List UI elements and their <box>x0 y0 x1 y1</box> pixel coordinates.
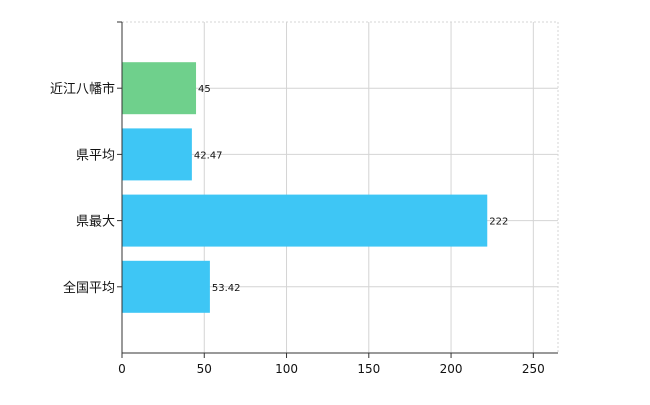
data-label: 42.47 <box>194 150 223 161</box>
y-tick-label: 全国平均 <box>63 280 115 296</box>
x-tick-label: 0 <box>118 362 126 376</box>
data-label: 222 <box>489 217 508 228</box>
data-label: 45 <box>198 84 211 95</box>
bar-layer <box>122 62 488 313</box>
data-label: 53.42 <box>212 283 241 294</box>
x-tick-label: 50 <box>197 362 212 376</box>
x-tick-label: 150 <box>357 362 380 376</box>
x-tick-label: 100 <box>275 362 298 376</box>
x-tick-label: 250 <box>522 362 545 376</box>
x-tick-label: 200 <box>440 362 463 376</box>
y-tick-label: 近江八幡市 <box>50 81 115 97</box>
y-tick-label: 県平均 <box>76 148 115 163</box>
y-tick-label: 県最大 <box>76 215 115 230</box>
bar <box>122 194 488 247</box>
bar <box>122 260 210 313</box>
axis-layer <box>117 21 558 358</box>
bar <box>122 62 197 115</box>
bar <box>122 128 192 181</box>
